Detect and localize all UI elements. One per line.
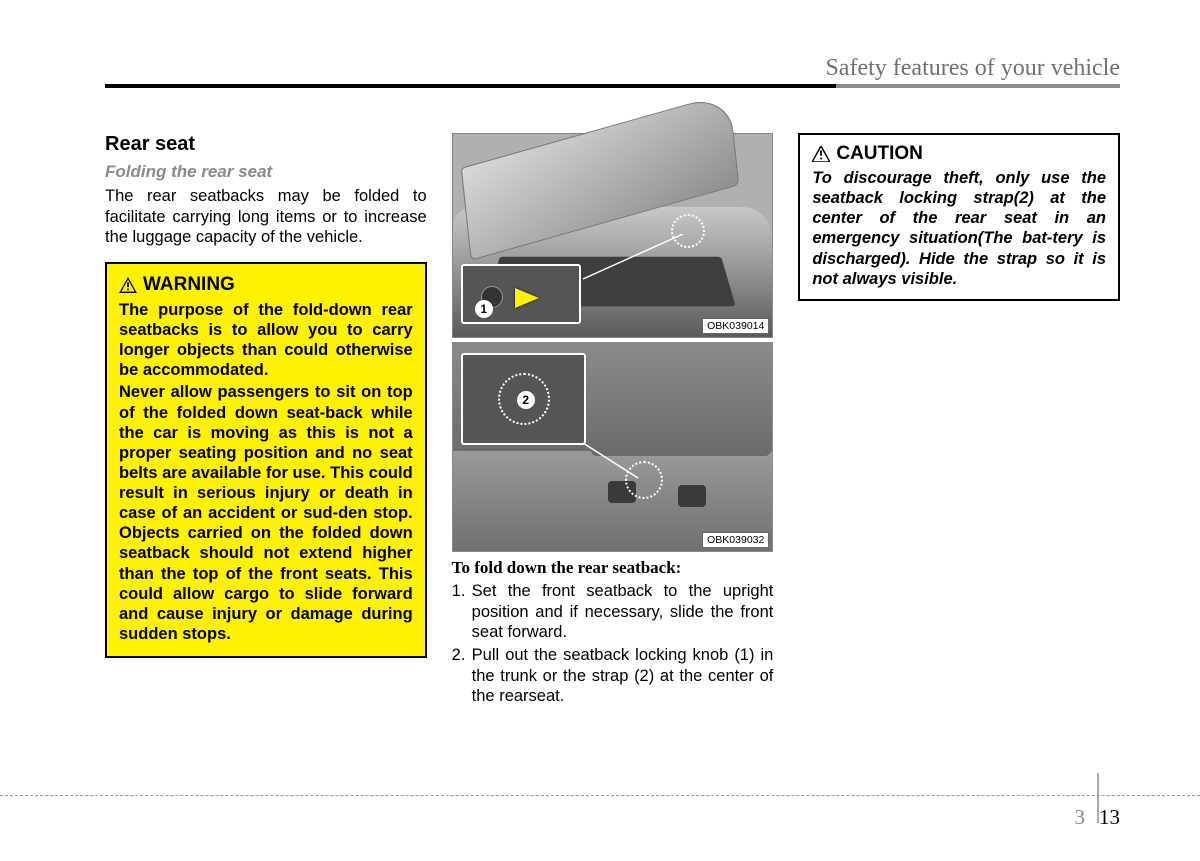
instruction-heading: To fold down the rear seatback: (452, 558, 774, 578)
instruction-1: 1. Set the front seatback to the upright… (452, 581, 774, 643)
footer-divider (0, 795, 1200, 796)
marker-2: 2 (517, 391, 535, 409)
warning-title: WARNING (143, 274, 235, 296)
instruction-2: 2. Pull out the seatback locking knob (1… (452, 645, 774, 707)
caution-icon (812, 146, 830, 162)
warning-icon (119, 277, 137, 293)
figure-trunk: 1 OBK039014 (452, 133, 774, 338)
warning-paragraph-2: Never allow passengers to sit on top of … (119, 382, 413, 644)
caution-body: To discourage theft, only use the seatba… (812, 168, 1106, 289)
caution-box: CAUTION To discourage theft, only use th… (798, 133, 1120, 301)
page-number: 3 13 (1075, 805, 1121, 830)
section-heading: Rear seat (105, 133, 427, 156)
caution-title: CAUTION (836, 143, 923, 165)
marker-1: 1 (475, 300, 493, 318)
column-center: 1 OBK039014 2 (452, 133, 774, 709)
header-divider (105, 84, 1120, 88)
intro-paragraph: The rear seatbacks may be folded to faci… (105, 186, 427, 248)
figure-seat: 2 OBK039032 (452, 342, 774, 552)
column-left: Rear seat Folding the rear seat The rear… (105, 133, 427, 709)
figure-label-1: OBK039014 (702, 318, 769, 334)
warning-box: WARNING The purpose of the fold-down rea… (105, 262, 427, 658)
figure-label-2: OBK039032 (702, 532, 769, 548)
chapter-title: Safety features of your vehicle (825, 55, 1120, 82)
subheading: Folding the rear seat (105, 162, 427, 182)
warning-paragraph-1: The purpose of the fold-down rear seatba… (119, 300, 413, 381)
column-right: CAUTION To discourage theft, only use th… (798, 133, 1120, 709)
